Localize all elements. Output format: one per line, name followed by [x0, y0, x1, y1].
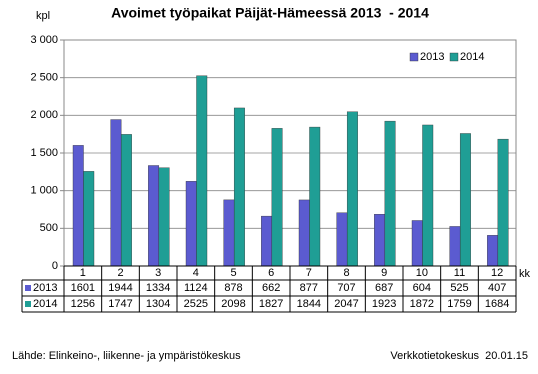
- bar: [346, 111, 358, 267]
- chart-title: Avoimet työpaikat Päijät-Hämeessä 2013 -…: [111, 5, 429, 21]
- table-value: 687: [375, 282, 393, 294]
- bar: [196, 75, 208, 267]
- bar: [72, 145, 84, 267]
- y-tick-label: 2 500: [30, 72, 58, 84]
- table-key: [25, 301, 31, 307]
- table-row-label: 2013: [33, 282, 57, 294]
- table-value: 2525: [184, 298, 208, 310]
- bar: [422, 124, 434, 267]
- table-value: 1124: [184, 282, 208, 294]
- bar: [110, 119, 122, 267]
- y-tick-label: 0: [52, 260, 58, 272]
- bar: [271, 128, 283, 267]
- source: Lähde: Elinkeino-, liikenne- ja ympärist…: [12, 350, 241, 362]
- table-value: 1872: [410, 298, 434, 310]
- table-value: 662: [262, 282, 280, 294]
- y-tick-label: 1 000: [30, 185, 58, 197]
- x-tick-label: 11: [454, 267, 465, 279]
- table-value: 2047: [334, 298, 358, 310]
- table-value: 407: [488, 282, 506, 294]
- bar: [459, 133, 471, 267]
- bar: [185, 181, 197, 267]
- x-tick-label: 9: [381, 267, 387, 279]
- table-value: 1601: [71, 282, 95, 294]
- table-value: 1827: [259, 298, 283, 310]
- x-tick-label: 12: [491, 267, 503, 279]
- table-value: 1747: [108, 298, 132, 310]
- table-value: 1944: [108, 282, 132, 294]
- legend-swatch: [449, 52, 459, 62]
- bar: [83, 171, 95, 267]
- table-value: 707: [337, 282, 355, 294]
- credit: Verkkotietokeskus 20.01.15: [390, 350, 528, 362]
- bar: [374, 214, 386, 267]
- table-row-label: 2014: [33, 298, 57, 310]
- bar: [336, 212, 348, 267]
- y-tick-label: 3 000: [30, 34, 58, 46]
- table-key: [25, 285, 31, 291]
- table-value: 2098: [221, 298, 245, 310]
- table-value: 1304: [146, 298, 170, 310]
- table-value: 525: [450, 282, 468, 294]
- y-tick-label: 2 000: [30, 109, 58, 121]
- x-tick-label: 4: [193, 267, 199, 279]
- bar: [309, 126, 321, 267]
- table-value: 878: [224, 282, 242, 294]
- bar: [223, 199, 235, 267]
- table-value: 1256: [71, 298, 95, 310]
- x-tick-label: 3: [155, 267, 161, 279]
- table-value: 1334: [146, 282, 170, 294]
- x-tick-label: 8: [343, 267, 349, 279]
- bar: [497, 138, 509, 267]
- table-value: 1684: [485, 298, 509, 310]
- bar: [298, 199, 310, 267]
- legend-swatch: [409, 52, 419, 62]
- x-tick-label: 6: [268, 267, 274, 279]
- y-tick-label: 500: [40, 222, 58, 234]
- x-tick-label: 5: [230, 267, 236, 279]
- x-tick-label: 2: [117, 267, 123, 279]
- bar: [487, 235, 499, 267]
- bar: [261, 215, 273, 267]
- x-tick-label: 7: [306, 267, 312, 279]
- x-tick-label: 1: [80, 267, 86, 279]
- x-tick-label: 10: [416, 267, 428, 279]
- bar: [120, 134, 132, 267]
- bar: [449, 226, 461, 267]
- legend-label: 2013: [420, 51, 444, 63]
- legend-label: 2014: [460, 51, 484, 63]
- y-tick-label: 1 500: [30, 147, 58, 159]
- bar: [233, 107, 245, 267]
- x-axis-label: kk: [519, 268, 531, 280]
- bar: [148, 165, 160, 267]
- bar: [411, 220, 423, 267]
- bar: [384, 120, 396, 267]
- bar: [158, 167, 170, 267]
- table-value: 1844: [297, 298, 321, 310]
- table-value: 877: [300, 282, 318, 294]
- table-value: 1759: [447, 298, 471, 310]
- table-value: 604: [413, 282, 431, 294]
- y-axis-label: kpl: [36, 10, 50, 22]
- table-value: 1923: [372, 298, 396, 310]
